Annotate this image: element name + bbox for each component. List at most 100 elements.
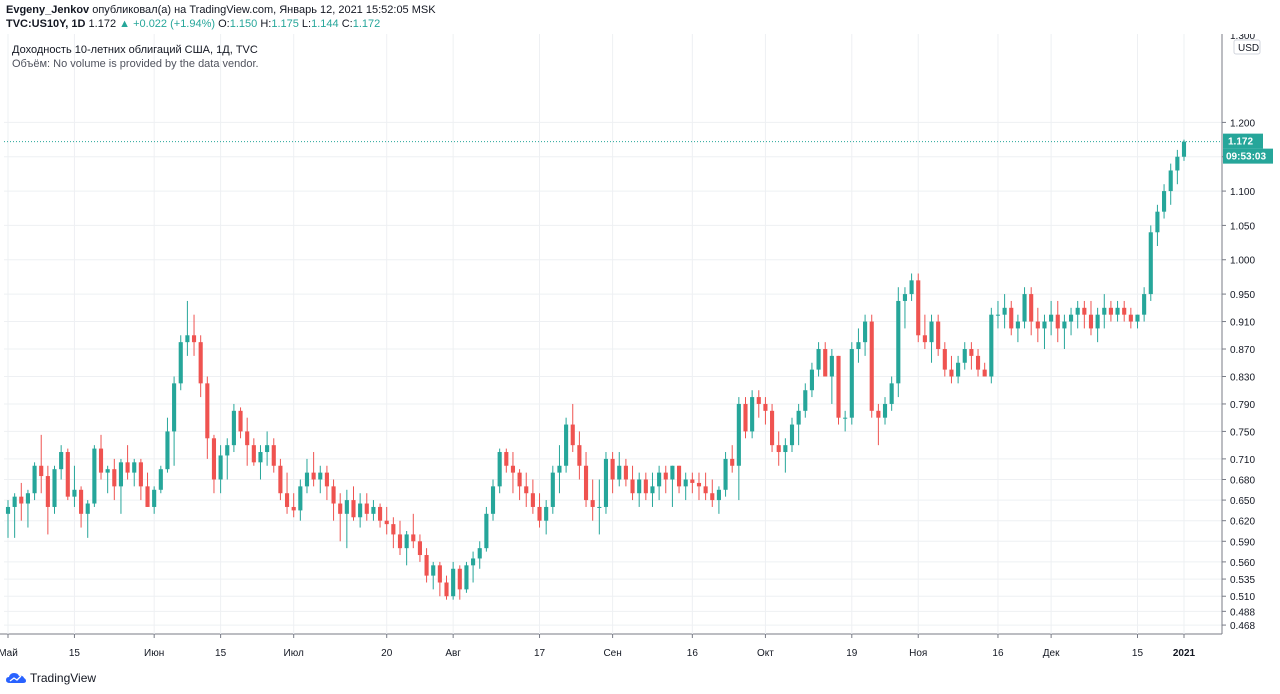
- candle-body: [710, 493, 715, 501]
- ohlc-line: TVC:US10Y, 1D 1.172 ▲ +0.022 (+1.94%) O:…: [6, 18, 380, 30]
- candle-body: [218, 455, 223, 480]
- publish-info: опубликовал(а) на TradingView.com, Январ…: [92, 4, 436, 16]
- x-tick-label: 19: [846, 648, 858, 659]
- candle-body: [909, 280, 914, 295]
- candle-body: [112, 469, 117, 487]
- candle-body: [975, 355, 981, 370]
- candle-body: [743, 403, 748, 432]
- candle-body: [12, 496, 17, 507]
- up-arrow-icon: ▲: [119, 18, 131, 30]
- x-tick-label: Май: [0, 648, 18, 659]
- candle-body: [391, 524, 396, 535]
- tradingview-logo[interactable]: TradingView: [6, 671, 96, 685]
- candle-body: [524, 486, 529, 494]
- candle-body: [185, 335, 190, 343]
- candle-body: [298, 486, 303, 511]
- candle-body: [125, 462, 130, 473]
- candle-body: [643, 479, 648, 494]
- open-value: 1.150: [229, 18, 258, 30]
- candle-body: [371, 506, 376, 514]
- candle-body: [876, 410, 881, 418]
- y-tick-label: 0.830: [1230, 372, 1255, 383]
- close-label: C:: [341, 18, 353, 30]
- candle-body: [969, 349, 974, 356]
- candle-body: [72, 489, 77, 497]
- candle-body: [597, 506, 602, 508]
- y-tick-label: 0.710: [1230, 455, 1255, 466]
- candle-body: [843, 417, 848, 419]
- y-tick-label: 0.790: [1230, 400, 1255, 411]
- author-name[interactable]: Evgeny_Jenkov: [6, 4, 90, 16]
- brand-name: TradingView: [30, 671, 97, 685]
- candle-body: [351, 500, 356, 518]
- candle-body: [577, 445, 582, 466]
- currency-label: USD: [1238, 43, 1259, 54]
- candle-body: [1128, 314, 1133, 322]
- candle-body: [211, 438, 217, 480]
- candle-body: [464, 565, 469, 590]
- candle-body: [789, 424, 795, 446]
- candle-body: [1142, 294, 1147, 315]
- candle-body: [776, 445, 781, 453]
- candle-body: [637, 479, 642, 494]
- candle-body: [856, 342, 861, 350]
- y-tick-label: 0.870: [1230, 345, 1255, 356]
- candle-body: [417, 541, 422, 556]
- candle-body: [537, 506, 542, 521]
- candle-body: [364, 503, 369, 514]
- candle-body: [1062, 321, 1067, 329]
- y-tick-label: 1.100: [1230, 187, 1255, 198]
- candle-body: [770, 410, 775, 446]
- candle-body: [836, 355, 841, 418]
- candle-body: [530, 493, 535, 507]
- candle-body: [869, 321, 874, 411]
- candle-body: [411, 534, 416, 542]
- candle-body: [484, 513, 489, 549]
- close-value: 1.172: [352, 18, 381, 30]
- last-price-tag-text: 1.172: [1228, 137, 1253, 148]
- candle-body: [79, 489, 84, 514]
- candle-body: [956, 362, 961, 377]
- candle-body: [617, 465, 622, 480]
- candle-body: [338, 503, 343, 514]
- candle-body: [178, 342, 183, 384]
- candle-body: [650, 486, 655, 494]
- candle-body: [982, 369, 987, 377]
- x-tick-label: Сен: [603, 648, 621, 659]
- candle-body: [657, 472, 662, 487]
- candle-body: [557, 465, 562, 473]
- candle-body: [1181, 141, 1187, 157]
- candle-body: [437, 565, 442, 583]
- candle-body: [278, 465, 283, 494]
- candle-body: [191, 335, 197, 343]
- candle-body: [610, 458, 615, 480]
- candle-body: [936, 321, 941, 350]
- candle-body: [1068, 314, 1074, 322]
- candlestick-chart[interactable]: 1.2001.1501.1001.0501.0000.9500.9100.870…: [0, 34, 1280, 660]
- candle-body: [145, 486, 150, 507]
- countdown-tag-text: 09:53:03: [1226, 152, 1266, 163]
- candle-body: [378, 506, 383, 521]
- candle-body: [962, 349, 967, 363]
- candle-body: [1029, 294, 1034, 322]
- y-tick-label: 0.560: [1230, 558, 1255, 569]
- publisher-line: Evgeny_Jenkov опубликовал(а) на TradingV…: [6, 4, 436, 16]
- candle-body: [152, 489, 157, 507]
- candle-body: [929, 321, 934, 343]
- candle-body: [271, 445, 276, 466]
- candle-body: [995, 314, 1001, 316]
- candle-body: [431, 565, 436, 576]
- candle-body: [676, 465, 682, 487]
- y-tick-label-top: 1.300: [1230, 34, 1255, 42]
- candle-body: [504, 452, 509, 466]
- y-tick-label: 0.590: [1230, 537, 1255, 548]
- candle-body: [663, 472, 668, 480]
- candle-body: [829, 355, 834, 377]
- candle-body: [1009, 307, 1014, 329]
- y-tick-label: 0.750: [1230, 427, 1255, 438]
- candle-body: [1082, 307, 1087, 315]
- chart-area[interactable]: 1.2001.1501.1001.0501.0000.9500.9100.870…: [0, 34, 1280, 660]
- candle-body: [730, 458, 735, 466]
- low-value: 1.144: [311, 18, 339, 30]
- candle-body: [291, 506, 296, 511]
